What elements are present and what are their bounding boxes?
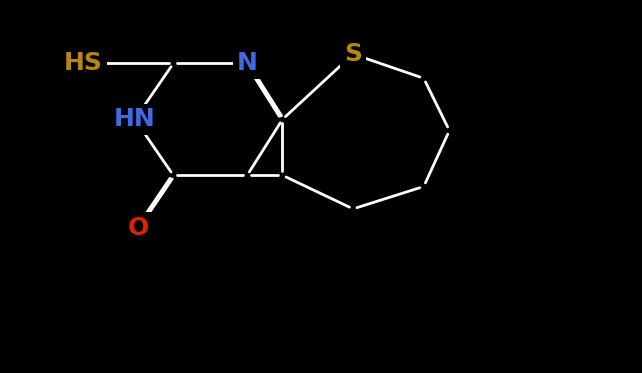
- Text: HN: HN: [114, 107, 156, 131]
- Text: N: N: [237, 51, 257, 75]
- Text: O: O: [127, 216, 149, 239]
- Text: HS: HS: [64, 51, 103, 75]
- Text: S: S: [344, 42, 362, 66]
